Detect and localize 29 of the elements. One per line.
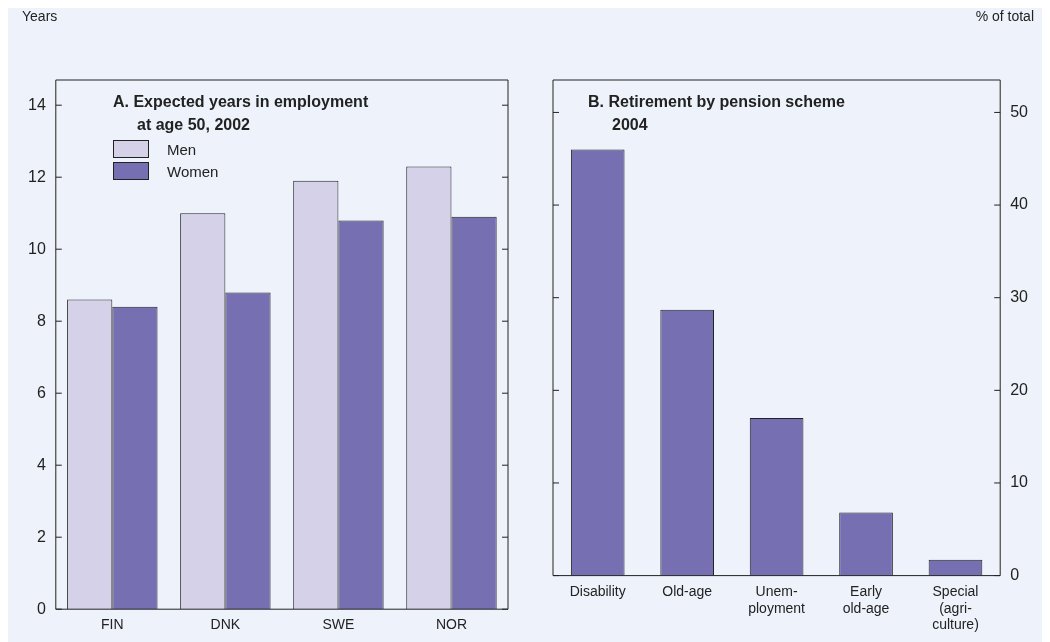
x-tick-label: SWE xyxy=(322,616,355,633)
text: B. Retirement by pension scheme 2004 xyxy=(588,92,845,135)
y-tick-label: 30 xyxy=(1010,288,1029,306)
y-tick-label: 14 xyxy=(28,95,46,113)
legend-label: Men xyxy=(167,140,197,158)
text: A. Expected years in employment at age 50, 2002 xyxy=(113,92,369,135)
y-tick-label: 40 xyxy=(1010,195,1029,213)
legend-label: Women xyxy=(167,162,219,180)
x-tick-label: NOR xyxy=(435,616,468,633)
y-tick-label: 12 xyxy=(28,167,46,185)
y-axis-title: Years xyxy=(22,8,58,24)
y-tick-label: 20 xyxy=(1010,380,1029,398)
y-tick-label: 0 xyxy=(36,599,46,617)
y-tick-label: 2 xyxy=(36,527,46,545)
x-tick-label: Special (agri- culture) xyxy=(932,582,979,633)
y-tick-label: 8 xyxy=(36,311,46,329)
y-tick-label: 0 xyxy=(1010,566,1020,584)
y-axis-title: % of total xyxy=(975,8,1034,24)
x-tick-label: FIN xyxy=(101,616,124,633)
y-tick-label: 50 xyxy=(1010,102,1029,120)
y-tick-label: 10 xyxy=(1010,473,1029,491)
x-tick-label: Disability xyxy=(569,582,626,599)
y-tick-label: 10 xyxy=(28,239,46,257)
x-tick-label: Early old-age xyxy=(842,582,890,616)
y-tick-label: 4 xyxy=(36,455,46,473)
x-tick-label: Unem- ployment xyxy=(748,582,806,616)
x-tick-label: Old-age xyxy=(662,582,713,599)
y-tick-label: 6 xyxy=(36,383,46,401)
x-tick-label: DNK xyxy=(210,616,241,633)
